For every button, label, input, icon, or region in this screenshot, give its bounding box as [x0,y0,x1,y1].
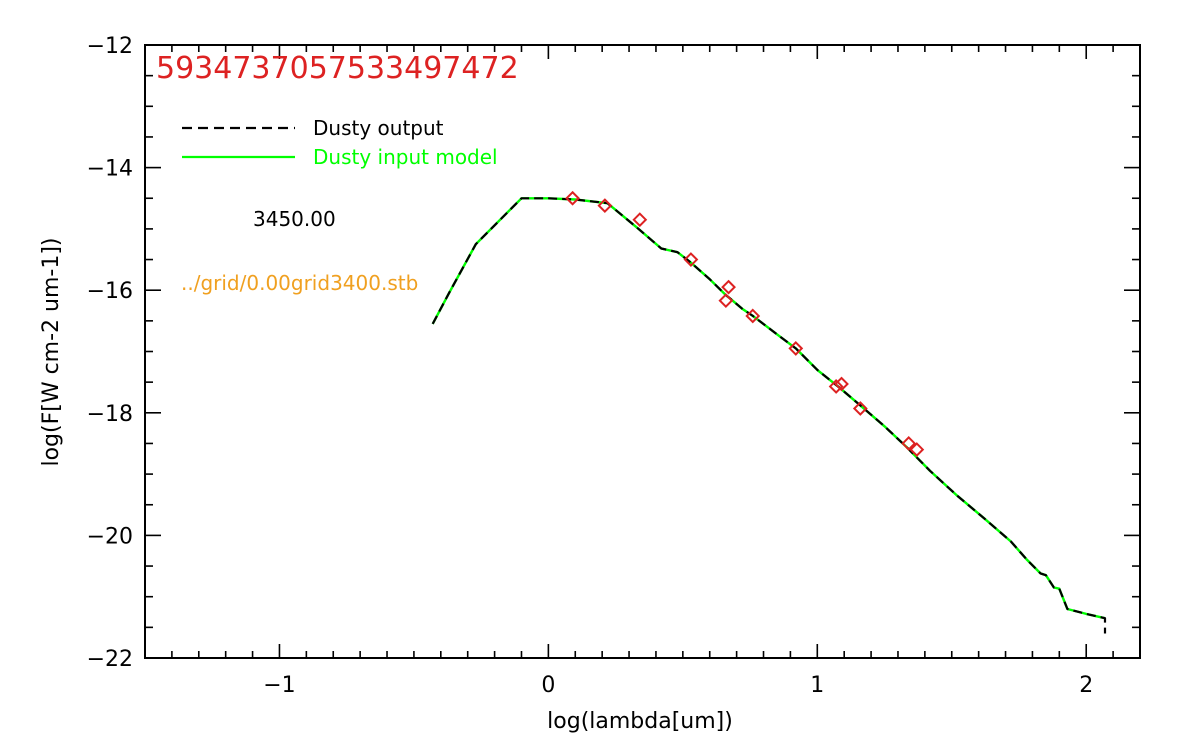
data-marker-diamond [632,212,648,228]
x-tick-label: −1 [263,673,295,698]
data-marker-diamond [901,436,917,451]
data-marker-diamond [909,442,925,457]
axes-frame-group: −1 0 1 2 −22 −20 −18 −16 −14 −12 [87,34,1141,698]
data-marker-diamond [597,198,613,214]
series-group [431,197,1107,634]
chart-title: 5934737057533497472 [156,51,519,86]
data-marker-diamond [745,308,761,324]
temperature-annotation: 3450.00 [253,207,336,231]
dusty-input-line [431,197,1106,620]
data-marker-diamond [834,376,849,392]
data-marker-diamond [788,341,804,356]
y-tick-label: −12 [87,34,133,59]
x-tick-label: 0 [541,673,555,698]
y-tick-label: −16 [87,279,133,304]
data-marker-diamond [852,401,868,416]
legend-dusty-output-label: Dusty output [313,116,444,140]
y-tick-label: −14 [87,157,133,182]
x-tick-label: 1 [810,673,824,698]
x-axis-title: log(lambda[um]) [547,709,733,734]
x-tick-label: 2 [1079,673,1093,698]
y-axis-title: log(F[W cm-2 um-1]) [39,237,64,466]
y-tick-label: −20 [87,524,133,549]
legend-dusty-input-label: Dusty input model [313,145,498,169]
grid-file-annotation: ../grid/0.00grid3400.stb [181,271,418,295]
plot-frame [144,44,1141,659]
data-marker-diamond [565,190,580,206]
marker-group [565,190,925,457]
data-marker-diamond [828,379,844,394]
dusty-output-line [431,197,1107,634]
data-marker-diamond [718,293,734,309]
data-marker-diamond [683,252,699,267]
data-marker-diamond [721,279,736,295]
y-tick-label: −22 [87,647,133,672]
legend: Dusty output Dusty input model [182,116,498,169]
y-tick-label: −18 [87,402,133,427]
